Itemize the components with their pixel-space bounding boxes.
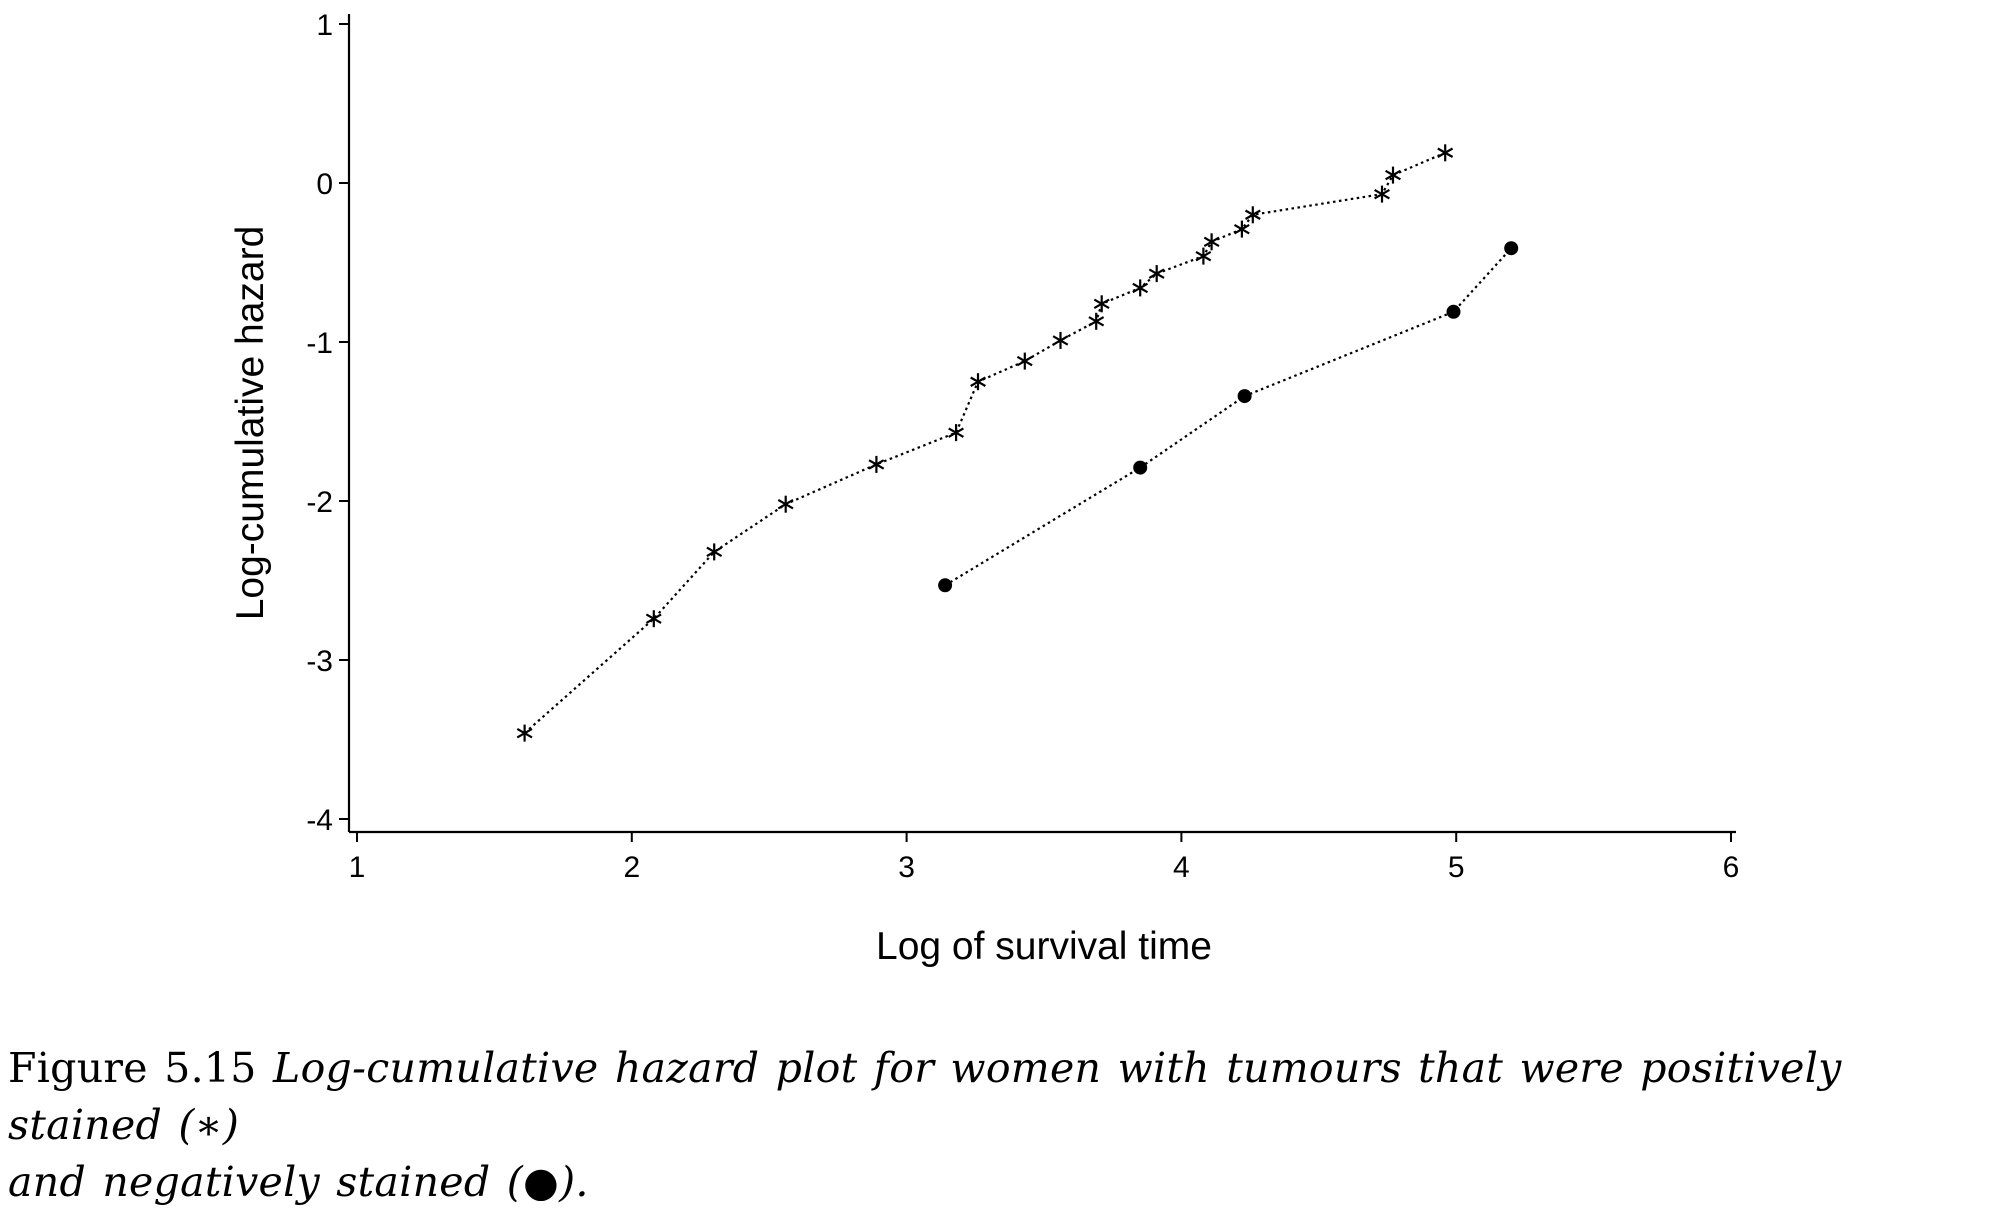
- asterisk-stroke: [1016, 355, 1033, 367]
- circle-point-negative: [938, 578, 953, 593]
- x-tick-label: 1: [349, 851, 366, 884]
- circle-point-negative: [1446, 304, 1461, 319]
- x-tick-label: 5: [1448, 851, 1465, 884]
- asterisk-point-positive: [1052, 331, 1069, 349]
- asterisk-point-positive: [868, 455, 885, 473]
- x-tick-label: 4: [1173, 851, 1190, 884]
- asterisk-stroke: [868, 459, 885, 470]
- asterisk-stroke: [516, 727, 533, 739]
- asterisk-stroke: [1437, 147, 1454, 158]
- caption-text-line2: and negatively stained (●).: [8, 1158, 589, 1206]
- x-tick-label: 2: [623, 851, 640, 884]
- asterisk-point-positive: [1148, 265, 1165, 283]
- asterisk-stroke: [948, 427, 964, 438]
- asterisk-stroke: [1195, 250, 1212, 262]
- y-tick-label: 0: [316, 168, 333, 201]
- plot-area: 1 0 -1 -2 -3 -4 1 2 3 4 5 6: [306, 9, 1739, 884]
- asterisk-stroke: [777, 498, 794, 510]
- x-tick-label: 3: [898, 851, 915, 884]
- asterisk-point-positive: [645, 610, 662, 628]
- figure-caption: Figure 5.15 Log-cumulative hazard plot f…: [8, 1040, 2008, 1211]
- asterisk-point-positive: [1093, 295, 1110, 313]
- y-tick-label: -3: [306, 645, 333, 678]
- asterisk-stroke: [1385, 169, 1401, 181]
- x-axis-title: Log of survival time: [876, 925, 1212, 968]
- x-tick-label: 6: [1723, 851, 1740, 884]
- asterisk-point-positive: [777, 495, 794, 513]
- asterisk-point-positive: [706, 543, 723, 561]
- asterisk-point-positive: [1132, 279, 1149, 297]
- asterisk-point-positive: [1385, 166, 1401, 184]
- log-cumulative-hazard-chart: 1 0 -1 -2 -3 -4 1 2 3 4 5 6 Log of survival time Lo…: [229, 9, 1739, 968]
- asterisk-point-positive: [1195, 247, 1212, 265]
- asterisk-stroke: [1203, 236, 1220, 248]
- asterisk-point-positive: [948, 424, 964, 442]
- asterisk-point-positive: [1203, 233, 1220, 251]
- series-line-positive: [523, 151, 1446, 734]
- y-tick-label: -1: [306, 327, 333, 360]
- y-tick-label: -2: [306, 486, 333, 519]
- y-axis-title: Log-cumulative hazard: [229, 226, 272, 621]
- asterisk-point-positive: [1088, 312, 1105, 330]
- series-line-negative: [944, 247, 1513, 587]
- asterisk-stroke: [1233, 223, 1250, 235]
- asterisk-stroke: [1132, 282, 1149, 294]
- asterisk-stroke: [706, 546, 723, 558]
- asterisk-stroke: [970, 376, 986, 387]
- y-tick-label: 1: [316, 9, 333, 42]
- asterisk-stroke: [1374, 188, 1390, 200]
- asterisk-stroke: [1244, 209, 1261, 220]
- asterisk-point-positive: [1374, 185, 1390, 203]
- y-tick-label: -4: [306, 804, 333, 837]
- asterisk-point-positive: [970, 373, 986, 391]
- circle-point-negative: [1237, 389, 1252, 404]
- caption-text-line1: Log-cumulative hazard plot for women wit…: [8, 1044, 1842, 1149]
- asterisk-point-positive: [1244, 206, 1261, 224]
- asterisk-point-positive: [1016, 352, 1033, 370]
- asterisk-point-positive: [1233, 220, 1250, 238]
- asterisk-stroke: [1093, 298, 1110, 310]
- caption-label: Figure 5.15: [8, 1044, 257, 1092]
- asterisk-stroke: [1148, 268, 1165, 279]
- asterisk-stroke: [1052, 335, 1069, 346]
- asterisk-point-positive: [1437, 144, 1454, 162]
- asterisk-point-positive: [516, 724, 533, 742]
- circle-point-negative: [1504, 241, 1519, 256]
- asterisk-stroke: [645, 613, 662, 624]
- asterisk-stroke: [1088, 316, 1105, 327]
- circle-point-negative: [1133, 460, 1148, 475]
